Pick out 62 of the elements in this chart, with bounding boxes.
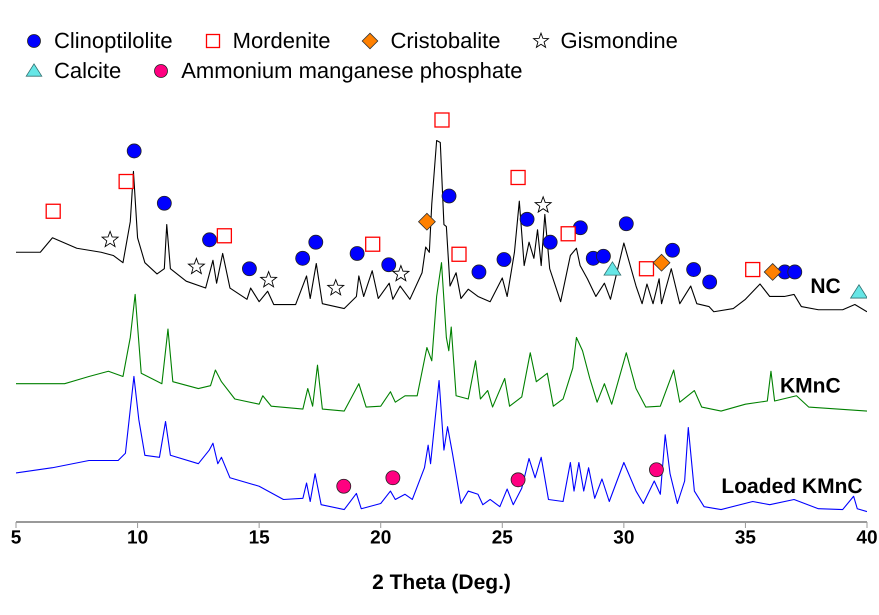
x-tick-label: 30 <box>613 527 634 548</box>
point <box>365 236 380 252</box>
point <box>604 261 622 276</box>
x-tick-label: 35 <box>734 527 756 548</box>
point <box>649 462 664 478</box>
point <box>472 264 486 280</box>
point <box>242 261 257 276</box>
point <box>686 262 702 277</box>
x-tick-label: 15 <box>248 527 270 548</box>
legend-label: Ammonium manganese phosphate <box>181 58 522 84</box>
point <box>434 112 450 128</box>
x-tick-label: 5 <box>10 527 22 548</box>
point <box>327 279 344 296</box>
legend-label: Calcite <box>54 58 122 84</box>
point <box>126 144 142 158</box>
point <box>295 250 310 266</box>
point <box>534 196 552 212</box>
point <box>496 252 512 267</box>
point <box>350 246 365 261</box>
point <box>202 232 217 248</box>
x-axis-title: 2 Theta (Deg.) <box>372 571 511 594</box>
point <box>308 234 324 250</box>
point <box>392 265 410 282</box>
point <box>188 258 205 274</box>
legend-label: Mordenite <box>232 28 330 54</box>
point <box>418 212 436 231</box>
point <box>618 216 634 232</box>
point <box>745 262 760 278</box>
point <box>46 204 61 219</box>
x-tick-label: 25 <box>492 527 514 548</box>
point <box>442 188 456 204</box>
point <box>638 261 654 276</box>
point <box>451 246 467 262</box>
x-tick-label: 10 <box>127 527 148 548</box>
point <box>542 234 558 250</box>
point <box>520 212 534 227</box>
legend-label: Cristobalite <box>390 28 501 54</box>
x-tick-label: 40 <box>856 527 878 548</box>
point <box>510 472 526 488</box>
point <box>385 470 400 486</box>
point <box>216 228 232 244</box>
point <box>381 257 396 272</box>
point <box>260 271 278 288</box>
series-label: KMnC <box>780 374 841 398</box>
point <box>850 284 867 298</box>
point <box>596 248 611 264</box>
point <box>510 170 526 186</box>
point <box>764 263 782 281</box>
point <box>156 196 172 211</box>
series-label: Loaded KMnC <box>721 474 863 498</box>
point <box>702 274 718 290</box>
x-tick-label: 20 <box>370 527 392 548</box>
point <box>336 478 352 494</box>
point <box>118 174 134 190</box>
point <box>652 254 670 272</box>
point <box>102 230 119 248</box>
point <box>787 264 802 280</box>
legend-label: Clinoptilolite <box>54 28 173 54</box>
legend-label: Gismondine <box>560 28 678 54</box>
point <box>665 242 680 258</box>
point <box>560 226 576 242</box>
series-label: NC <box>810 275 841 298</box>
